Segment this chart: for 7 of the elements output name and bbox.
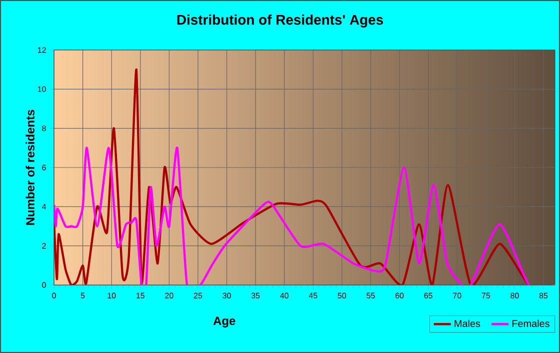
x-axis-title: Age: [213, 316, 236, 328]
line-series: [54, 68, 556, 285]
chart-title: Distribution of Residents' Ages: [177, 14, 383, 28]
legend-label: Females: [512, 320, 550, 328]
legend-label: Males: [454, 320, 480, 328]
y-axis-title: Number of residents: [26, 110, 35, 225]
line-series: [54, 146, 556, 285]
